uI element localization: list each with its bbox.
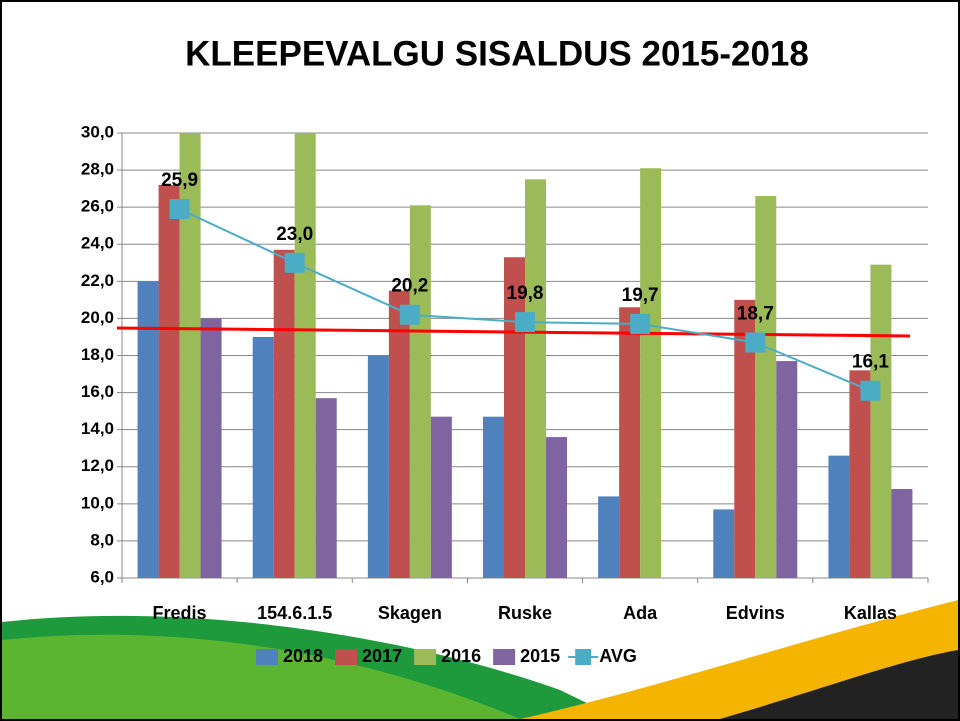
bar xyxy=(410,205,431,578)
data-label: 25,9 xyxy=(161,170,198,191)
slide: KLEEPEVALGU SISALDUS 2015-2018 6,0 8,0 10,… xyxy=(0,0,960,721)
bar xyxy=(504,257,525,578)
bar xyxy=(525,179,546,578)
legend-label: 2015 xyxy=(520,646,560,666)
x-tick-label: Skagen xyxy=(378,603,442,623)
bar xyxy=(755,196,776,578)
data-label: 19,8 xyxy=(507,283,544,304)
avg-marker xyxy=(400,305,420,325)
bar xyxy=(776,361,797,578)
legend-swatch xyxy=(414,649,436,665)
avg-marker xyxy=(285,253,305,273)
bar xyxy=(253,337,274,578)
legend-label: 2017 xyxy=(362,646,402,666)
chart-title: KLEEPEVALGU SISALDUS 2015-2018 xyxy=(185,34,809,73)
legend-label: 2018 xyxy=(283,646,323,666)
y-tick-label: 10,0 xyxy=(81,493,114,512)
y-tick-label: 22,0 xyxy=(81,271,114,290)
data-label: 23,0 xyxy=(276,224,313,245)
bar xyxy=(431,417,452,578)
legend-marker xyxy=(575,649,591,665)
avg-marker xyxy=(630,314,650,334)
y-tick-label: 18,0 xyxy=(81,345,114,364)
avg-marker xyxy=(515,312,535,332)
bar xyxy=(316,398,337,578)
bar xyxy=(138,281,159,578)
data-label: 16,1 xyxy=(852,352,889,373)
bar xyxy=(713,509,734,578)
legend-swatch xyxy=(335,649,357,665)
avg-marker xyxy=(745,333,765,353)
x-tick-label: Ada xyxy=(623,603,658,623)
avg-marker xyxy=(170,199,190,219)
x-tick-label: Edvins xyxy=(726,603,785,623)
y-tick-label: 12,0 xyxy=(81,456,114,475)
x-tick-label: Fredis xyxy=(153,603,207,623)
bar xyxy=(619,307,640,578)
y-tick-label: 16,0 xyxy=(81,382,114,401)
data-label: 20,2 xyxy=(391,276,428,297)
bar xyxy=(546,437,567,578)
y-tick-label: 8,0 xyxy=(90,530,114,549)
bar xyxy=(891,489,912,578)
y-tick-label: 28,0 xyxy=(81,160,114,179)
bar xyxy=(201,318,222,578)
avg-marker xyxy=(860,381,880,401)
x-tick-label: 154.6.1.5 xyxy=(257,603,332,623)
y-tick-label: 24,0 xyxy=(81,234,114,253)
y-tick-label: 26,0 xyxy=(81,197,114,216)
bar xyxy=(389,291,410,578)
y-tick-label: 14,0 xyxy=(81,419,114,438)
bar xyxy=(640,168,661,578)
data-label: 18,7 xyxy=(737,304,774,325)
bar xyxy=(295,133,316,578)
bar xyxy=(849,370,870,578)
y-tick-label: 6,0 xyxy=(90,567,114,586)
legend-swatch xyxy=(493,649,515,665)
bar xyxy=(368,356,389,579)
data-label: 19,7 xyxy=(622,285,659,306)
bar xyxy=(598,496,619,578)
x-tick-label: Ruske xyxy=(498,603,552,623)
legend-label: AVG xyxy=(599,646,637,666)
bar xyxy=(483,417,504,578)
y-tick-label: 20,0 xyxy=(81,308,114,327)
legend-label: 2016 xyxy=(441,646,481,666)
legend-swatch xyxy=(256,649,278,665)
bar xyxy=(870,265,891,578)
bar xyxy=(159,185,180,578)
x-tick-label: Kallas xyxy=(844,603,897,623)
bar xyxy=(828,456,849,578)
bar xyxy=(274,250,295,578)
y-tick-label: 30,0 xyxy=(81,122,114,141)
